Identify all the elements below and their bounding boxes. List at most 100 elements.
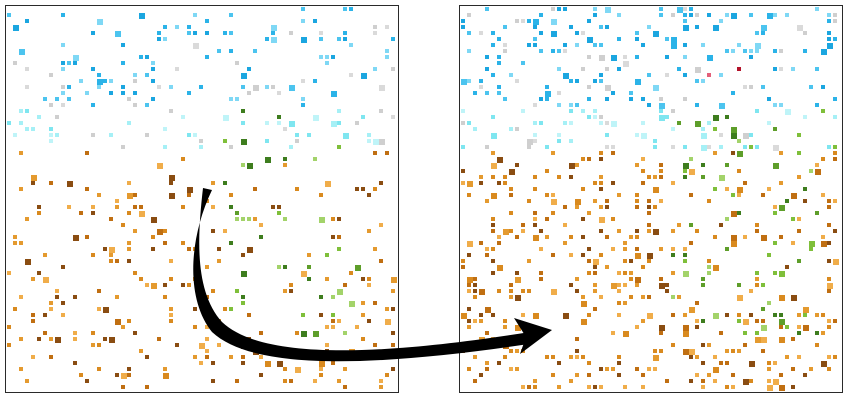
- pixel-cell: [773, 13, 777, 17]
- pixel-cell: [647, 205, 651, 209]
- pixel-cell: [479, 181, 483, 185]
- pixel-cell: [103, 79, 107, 83]
- pixel-cell: [599, 385, 603, 389]
- pixel-cell: [659, 169, 663, 173]
- pixel-cell: [623, 271, 627, 275]
- pixel-cell: [115, 259, 119, 263]
- pixel-cell: [659, 325, 665, 331]
- pixel-cell: [349, 73, 353, 77]
- pixel-cell: [43, 331, 47, 335]
- pixel-cell: [259, 223, 263, 227]
- pixel-cell: [49, 103, 53, 107]
- pixel-cell: [611, 145, 615, 149]
- pixel-cell: [695, 355, 699, 359]
- pixel-cell: [509, 283, 513, 287]
- pixel-cell: [109, 91, 113, 95]
- pixel-cell: [587, 259, 591, 263]
- pixel-cell: [593, 265, 597, 269]
- pixel-cell: [803, 313, 807, 317]
- pixel-cell: [49, 73, 53, 77]
- pixel-cell: [767, 301, 771, 305]
- pixel-cell: [761, 325, 767, 331]
- pixel-cell: [593, 109, 597, 113]
- pixel-cell: [385, 55, 389, 59]
- pixel-cell: [545, 91, 551, 97]
- pixel-cell: [485, 331, 489, 335]
- pixel-cell: [671, 343, 675, 347]
- pixel-cell: [629, 271, 633, 275]
- pixel-cell: [229, 49, 233, 53]
- pixel-cell: [551, 7, 555, 11]
- pixel-cell: [515, 235, 519, 239]
- pixel-cell: [683, 43, 687, 47]
- pixel-cell: [773, 67, 777, 71]
- pixel-cell: [313, 157, 317, 161]
- pixel-cell: [731, 91, 735, 95]
- pixel-cell: [779, 205, 785, 211]
- pixel-cell: [473, 289, 477, 293]
- pixel-cell: [683, 19, 687, 23]
- pixel-cell: [247, 337, 251, 341]
- pixel-cell: [385, 25, 389, 29]
- pixel-cell: [265, 157, 271, 163]
- pixel-cell: [749, 85, 753, 89]
- pixel-cell: [151, 61, 155, 65]
- pixel-cell: [755, 223, 759, 227]
- pixel-cell: [665, 73, 669, 77]
- pixel-cell: [611, 331, 615, 335]
- pixel-cell: [689, 355, 693, 359]
- pixel-cell: [773, 379, 779, 385]
- pixel-cell: [623, 259, 627, 263]
- pixel-cell: [731, 133, 737, 139]
- pixel-cell: [121, 43, 125, 47]
- pixel-cell: [833, 145, 837, 149]
- pixel-cell: [133, 229, 137, 233]
- pixel-cell: [349, 301, 355, 307]
- pixel-cell: [671, 13, 675, 17]
- pixel-cell: [349, 271, 353, 275]
- pixel-cell: [833, 355, 837, 359]
- pixel-cell: [31, 175, 37, 181]
- pixel-cell: [379, 223, 383, 227]
- pixel-cell: [833, 319, 837, 323]
- pixel-cell: [647, 73, 651, 77]
- pixel-cell: [767, 379, 771, 383]
- pixel-cell: [563, 7, 567, 11]
- pixel-cell: [725, 217, 729, 221]
- pixel-cell: [539, 271, 543, 275]
- pixel-cell: [827, 241, 831, 245]
- pixel-cell: [791, 337, 795, 341]
- pixel-cell: [647, 253, 653, 259]
- pixel-cell: [337, 379, 341, 383]
- pixel-cell: [467, 289, 471, 293]
- pixel-cell: [749, 13, 753, 17]
- pixel-cell: [485, 361, 489, 365]
- pixel-cell: [797, 313, 801, 317]
- pixel-cell: [467, 241, 473, 247]
- pixel-cell: [271, 31, 275, 35]
- pixel-cell: [37, 211, 41, 215]
- pixel-cell: [605, 367, 609, 371]
- pixel-cell: [827, 277, 831, 281]
- pixel-cell: [677, 67, 681, 71]
- pixel-cell: [599, 367, 603, 371]
- pixel-cell: [331, 319, 335, 323]
- pixel-cell: [391, 331, 395, 335]
- pixel-cell: [641, 121, 645, 125]
- pixel-cell: [611, 367, 615, 371]
- pixel-cell: [593, 7, 597, 11]
- pixel-cell: [461, 109, 465, 113]
- pixel-cell: [659, 175, 663, 179]
- pixel-cell: [211, 229, 215, 233]
- pixel-cell: [337, 319, 341, 323]
- pixel-cell: [557, 385, 561, 389]
- pixel-cell: [749, 313, 753, 317]
- pixel-cell: [467, 325, 471, 329]
- pixel-cell: [521, 19, 525, 23]
- pixel-cell: [815, 163, 819, 167]
- pixel-cell: [97, 343, 101, 347]
- pixel-cell: [809, 169, 813, 173]
- pixel-cell: [623, 385, 627, 389]
- pixel-cell: [575, 103, 579, 107]
- pixel-cell: [533, 385, 537, 389]
